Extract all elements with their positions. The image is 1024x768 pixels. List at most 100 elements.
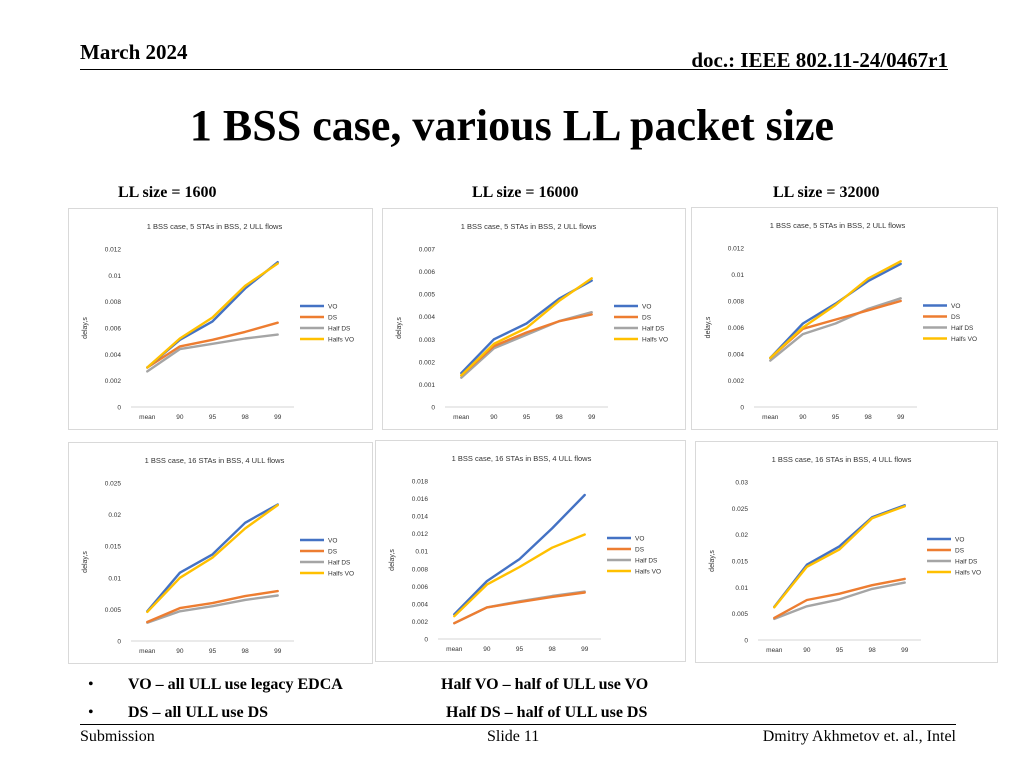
footer-divider	[80, 724, 956, 725]
chart-panel-3: 1 BSS case, 5 STAs in BSS, 2 ULL flows 0 0…	[691, 207, 998, 430]
legend-label-vo: VO	[642, 304, 651, 311]
y-tick-label: 0.004	[419, 314, 436, 321]
y-tick-label: 0.005	[419, 292, 436, 299]
legend-label-halfs-vo: Halfs VO	[635, 569, 661, 576]
y-tick-label: 0.014	[412, 514, 429, 521]
slide-title: 1 BSS case, various LL packet size	[189, 101, 835, 150]
y-tick-label: 0	[740, 405, 744, 412]
y-tick-label: 0.005	[732, 611, 749, 618]
y-axis-label: delay,s	[705, 316, 712, 338]
y-tick-label: 0.012	[105, 247, 122, 254]
x-tick-label: 95	[209, 648, 217, 655]
series-line-ds	[453, 591, 586, 625]
series-line-ds	[769, 299, 902, 360]
y-tick-label: 0.01	[735, 585, 748, 592]
y-tick-label: 0.001	[419, 382, 436, 389]
legend-label-halfs-vo: Halfs VO	[955, 570, 981, 577]
y-tick-label: 0.012	[728, 246, 745, 253]
legend-label-half-ds: Half DS	[955, 559, 978, 566]
chart-title: 1 BSS case, 5 STAs in BSS, 2 ULL flows	[461, 222, 597, 231]
chart-panel-1: 1 BSS case, 5 STAs in BSS, 2 ULL flows 0 0…	[68, 208, 373, 430]
x-tick-label: 99	[274, 414, 282, 421]
y-tick-label: 0.007	[419, 247, 436, 254]
legend-label-ds: DS	[951, 314, 961, 321]
y-tick-label: 0.01	[415, 549, 428, 556]
legend-label-half-ds: Half DS	[328, 326, 351, 333]
chart-svg: 1 BSS case, 16 STAs in BSS, 4 ULL flows 0…	[82, 456, 354, 655]
y-tick-label: 0.008	[728, 299, 745, 306]
x-tick-label: 95	[832, 414, 840, 421]
bullet-ds-text: DS – all ULL use DS	[128, 704, 269, 721]
column-label-1600: LL size = 1600	[118, 184, 217, 201]
x-tick-label: 95	[836, 647, 844, 654]
footer-author: Dmitry Akhmetov et. al., Intel	[762, 728, 956, 745]
legend-label-vo: VO	[951, 303, 960, 310]
y-tick-label: 0	[744, 638, 748, 645]
header-divider	[80, 69, 948, 70]
series-line-halfs-vo	[453, 533, 586, 618]
x-tick-label: 98	[555, 414, 563, 421]
x-tick-label: 90	[176, 648, 184, 655]
column-label-32000: LL size = 32000	[773, 184, 880, 201]
chart-svg: 1 BSS case, 16 STAs in BSS, 4 ULL flows 0…	[389, 454, 661, 653]
chart-svg: 1 BSS case, 5 STAs in BSS, 2 ULL flows 0 0…	[396, 222, 668, 421]
legend-label-halfs-vo: Halfs VO	[642, 337, 668, 344]
x-tick-label: 98	[241, 648, 249, 655]
chart-title: 1 BSS case, 16 STAs in BSS, 4 ULL flows	[452, 454, 592, 463]
x-tick-label: mean	[766, 647, 783, 654]
bullet-vo-text: VO – all ULL use legacy EDCA	[128, 676, 343, 693]
y-tick-label: 0	[117, 639, 121, 646]
bullet-half-ds-text: Half DS – half of ULL use DS	[446, 704, 648, 721]
series-line-vo	[773, 504, 906, 609]
legend-label-half-ds: Half DS	[328, 560, 351, 567]
y-tick-label: 0.005	[105, 607, 122, 614]
x-tick-label: 99	[897, 414, 905, 421]
y-tick-label: 0.002	[105, 378, 122, 385]
x-tick-label: 90	[483, 646, 491, 653]
y-tick-label: 0.002	[419, 359, 436, 366]
x-tick-label: mean	[446, 646, 463, 653]
bullet-ds: • DS – all ULL use DS	[88, 704, 268, 722]
y-tick-label: 0.002	[728, 378, 745, 385]
x-tick-label: mean	[139, 648, 156, 655]
y-tick-label: 0.015	[105, 544, 122, 551]
footer-slide-number: Slide 11	[487, 728, 540, 745]
y-tick-label: 0.025	[105, 481, 122, 488]
series-line-ds	[146, 589, 279, 624]
y-axis-label: delay,s	[82, 317, 89, 339]
x-tick-label: 98	[864, 414, 872, 421]
y-axis-label: delay,s	[82, 551, 89, 573]
series-line-halfs-vo	[146, 503, 279, 614]
legend-label-half-ds: Half DS	[635, 558, 658, 565]
series-line-halfs-vo	[146, 262, 279, 369]
y-axis-label: delay,s	[709, 550, 716, 572]
y-tick-label: 0.008	[412, 566, 429, 573]
y-tick-label: 0.03	[735, 480, 748, 487]
x-tick-label: 99	[588, 414, 596, 421]
legend-label-vo: VO	[635, 536, 644, 543]
legend-label-halfs-vo: Halfs VO	[328, 337, 354, 344]
series-line-halfs-vo	[769, 260, 902, 360]
legend-label-half-ds: Half DS	[642, 326, 665, 333]
header-date: March 2024	[80, 40, 188, 64]
series-line-vo	[146, 503, 279, 613]
x-tick-label: mean	[453, 414, 470, 421]
legend-label-halfs-vo: Halfs VO	[951, 336, 977, 343]
y-axis-label: delay,s	[396, 317, 403, 339]
legend-label-ds: DS	[642, 315, 652, 322]
chart-panel-6: 1 BSS case, 16 STAs in BSS, 4 ULL flows 0…	[695, 441, 998, 663]
chart-panel-4: 1 BSS case, 16 STAs in BSS, 4 ULL flows 0…	[68, 442, 373, 664]
series-line-halfs-vo	[773, 504, 906, 609]
y-tick-label: 0.025	[732, 506, 749, 513]
chart-svg: 1 BSS case, 16 STAs in BSS, 4 ULL flows 0…	[709, 455, 981, 654]
y-tick-label: 0.004	[412, 601, 429, 608]
legend-label-ds: DS	[328, 315, 338, 322]
series-line-half-ds	[769, 297, 902, 362]
bullet-vo: • VO – all ULL use legacy EDCA	[88, 676, 343, 694]
x-tick-label: 98	[241, 414, 249, 421]
series-line-halfs-vo	[460, 277, 593, 377]
y-tick-label: 0	[431, 405, 435, 412]
y-tick-label: 0.012	[412, 531, 429, 538]
x-tick-label: 99	[274, 648, 282, 655]
y-tick-label: 0.01	[108, 273, 121, 280]
